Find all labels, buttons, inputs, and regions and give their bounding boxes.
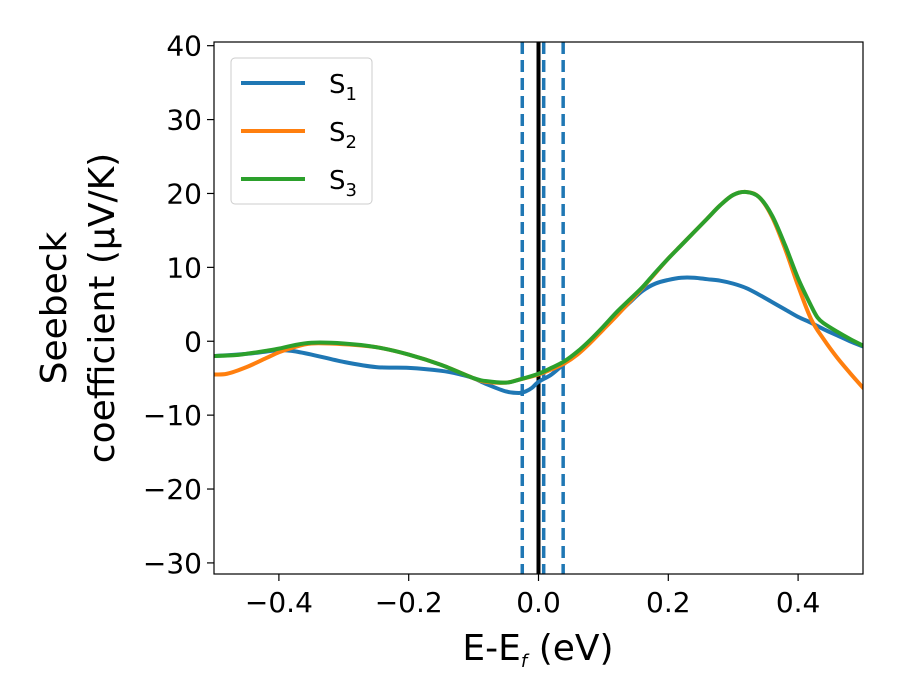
x-axis-title: E-Ef (eV): [462, 628, 613, 672]
legend-label-s1: S1: [329, 70, 357, 105]
reference-lines: [520, 42, 565, 574]
y-tick-label: 40: [166, 30, 202, 63]
series-layer: [214, 189, 863, 395]
x-tick-label: −0.2: [375, 586, 443, 619]
x-tick-label: 0.0: [516, 586, 561, 619]
x-tick-label: −0.4: [245, 586, 313, 619]
y-tick-label: 0: [184, 325, 202, 358]
y-tick-label: 20: [166, 177, 202, 210]
y-axis-title: Seebeck coefficient (μV/K): [34, 153, 123, 463]
x-tick-label: 0.2: [646, 586, 691, 619]
y-tick-label: 10: [166, 251, 202, 284]
series-line-s3: [214, 189, 863, 385]
y-tick-label: −30: [143, 547, 202, 580]
x-axis: −0.4 −0.2 0.0 0.2 0.4: [245, 574, 820, 619]
y-axis-title-line1: Seebeck: [34, 231, 75, 384]
y-tick-label: −20: [143, 473, 202, 506]
legend: S1 S2 S3: [230, 57, 373, 205]
x-tick-label: 0.4: [776, 586, 821, 619]
legend-label-s2: S2: [329, 118, 357, 153]
y-tick-label: 30: [166, 104, 202, 137]
legend-label-s3: S3: [329, 166, 357, 201]
y-tick-label: −10: [143, 399, 202, 432]
y-axis-title-line2: coefficient (μV/K): [82, 153, 123, 463]
y-axis: −30 −20 −10 0 10 20 30 40: [143, 30, 214, 580]
